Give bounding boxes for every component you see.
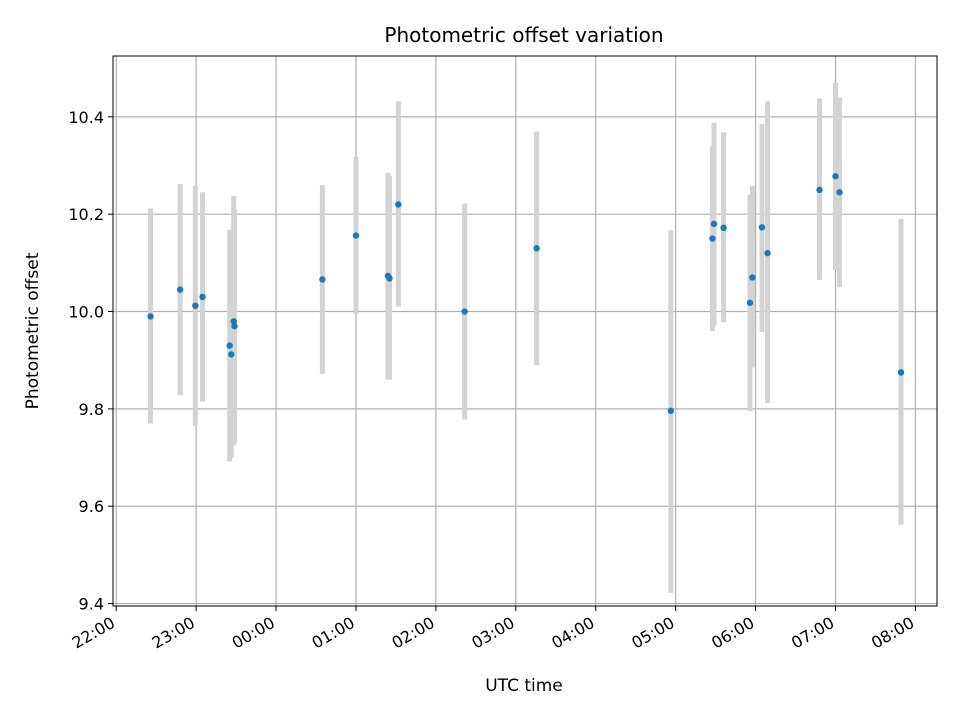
data-point [226,342,233,349]
chart-title: Photometric offset variation [384,23,663,47]
y-axis-title: Photometric offset [23,252,43,409]
point-layer [147,173,905,415]
grid-layer [113,56,937,606]
x-axis-title: UTC time [485,676,563,696]
y-tick-label: 10.2 [68,205,104,224]
data-point [746,299,754,306]
data-point [764,249,771,257]
data-point [758,224,766,231]
y-tick-label: 9.8 [79,400,104,419]
data-point [386,275,393,282]
data-point [832,173,839,180]
data-point [228,351,235,358]
data-point [231,322,238,330]
plot-area-frame [112,55,938,607]
data-point [461,308,468,315]
data-point [533,245,540,252]
data-point [749,274,756,281]
data-point [816,186,823,194]
data-point [709,235,716,242]
data-point [230,318,237,325]
data-point [147,313,154,320]
data-point [176,286,184,293]
y-tick-label: 10.0 [68,303,104,322]
data-point [192,302,199,309]
data-point [667,407,675,415]
data-point [836,189,843,196]
data-point [352,232,360,239]
y-tick-label: 9.4 [79,595,104,614]
y-tick-label: 10.4 [68,108,104,127]
data-point [199,293,206,301]
data-point [710,220,718,228]
data-point [897,369,905,376]
data-point [720,224,727,232]
y-tick-label: 9.6 [79,497,104,516]
data-point [319,276,326,283]
data-point [395,201,402,208]
